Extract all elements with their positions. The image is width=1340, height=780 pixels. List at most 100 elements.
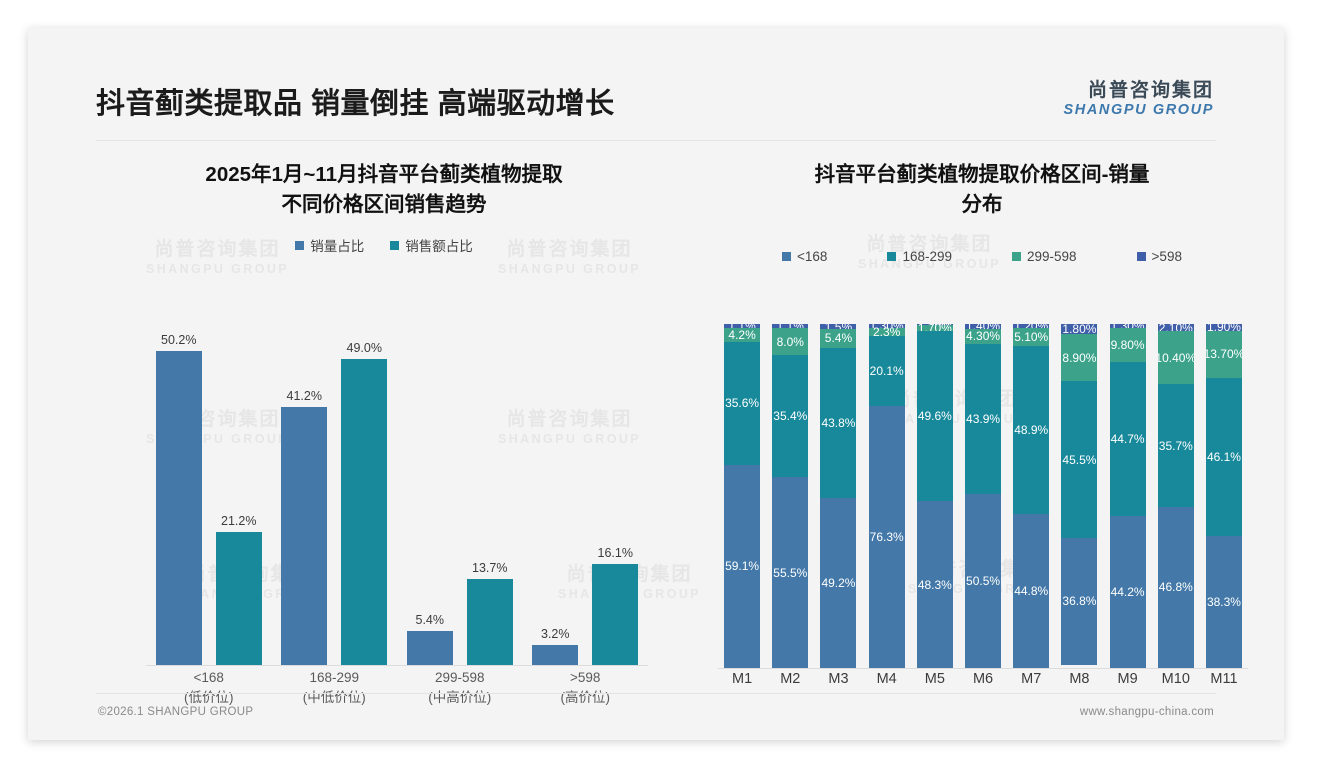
stack-segment[interactable]: 45.5% [1061, 381, 1098, 538]
stack-segment[interactable]: 44.7% [1109, 362, 1146, 516]
legend-item[interactable]: 299-598 [1012, 249, 1077, 264]
stack-segment[interactable]: 1.40% [965, 324, 1002, 333]
stack-segment[interactable]: 46.1% [1205, 377, 1242, 537]
stack-segment[interactable]: 8.90% [1061, 333, 1098, 382]
footer-copyright: ©2026.1 SHANGPU GROUP [98, 706, 254, 718]
stack-segment[interactable]: 1.90% [1205, 324, 1242, 334]
segment-value-label: 48.9% [1014, 422, 1049, 437]
bar-rect[interactable] [215, 532, 262, 665]
legend-label: <168 [797, 249, 828, 265]
segment-value-label: 2.3% [872, 325, 901, 340]
segment-value-label: 1.5% [825, 324, 852, 334]
stack-segment[interactable]: 4.30% [965, 328, 1002, 344]
segment-value-label: 43.8% [821, 416, 856, 431]
x-axis-line [146, 665, 648, 666]
stack-segment[interactable]: 48.3% [916, 501, 953, 668]
stack-segment[interactable]: 43.8% [820, 347, 857, 499]
stacked-bar-column: 2.10% 10.40% 35.7% 46.8% [1152, 324, 1200, 668]
stacked-bar[interactable]: 1.30%2.3%20.1%76.3% [868, 324, 905, 668]
segment-value-label: 5.10% [1014, 329, 1049, 344]
stack-segment[interactable]: 9.80% [1109, 328, 1146, 363]
bar-item[interactable]: 49.0% [341, 321, 388, 665]
left-chart-panel: 2025年1月~11月抖音平台蓟类植物提取 不同价格区间销售趋势 销量占比 销售… [84, 146, 684, 706]
stacked-bar[interactable]: 1.1%4.2%35.6%59.1% [724, 324, 761, 668]
segment-value-label: 45.5% [1062, 452, 1097, 467]
stacked-bar[interactable]: 1.5%5.4% 43.8% 49.2% [820, 324, 857, 668]
bar-item[interactable]: 50.2% [155, 321, 202, 665]
bar-item[interactable]: 16.1% [592, 321, 639, 665]
stack-segment[interactable]: 36.8% [1061, 537, 1098, 665]
bar-group: 50.2% 21.2% [146, 321, 272, 665]
x-axis-category-label: <168 (低价位) [184, 670, 234, 705]
stacked-bar[interactable]: 1.1%8.0%35.4%55.5% [772, 324, 809, 668]
stack-segment[interactable]: 44.8% [1013, 513, 1050, 668]
legend-item[interactable]: 销售额占比 [390, 235, 473, 255]
bar-rect[interactable] [155, 351, 202, 665]
stack-segment[interactable]: 76.3% [868, 405, 905, 668]
stack-segment[interactable]: 44.2% [1109, 515, 1146, 668]
bar-item[interactable]: 13.7% [466, 321, 513, 665]
segment-value-label: 46.8% [1158, 580, 1193, 595]
bar-rect[interactable] [532, 645, 579, 665]
legend-swatch-icon [1136, 252, 1146, 262]
segment-value-label: 44.8% [1014, 583, 1049, 598]
grouped-bar-chart: 50.2% 21.2% 41.2% 49.0% 5.4% 13.7% 3.2% 16.1% <… [106, 321, 662, 705]
stack-segment[interactable]: 10.40% [1157, 331, 1194, 385]
stacked-bar[interactable]: 1.30%1.70%49.6%48.3% [916, 324, 953, 668]
stack-segment[interactable]: 1.80% [1061, 324, 1098, 336]
bar-item[interactable]: 41.2% [281, 321, 328, 665]
footer-divider [96, 693, 1216, 694]
stack-segment[interactable]: 35.6% [724, 342, 761, 465]
legend-swatch-icon [887, 252, 897, 262]
legend-item[interactable]: >598 [1136, 249, 1182, 264]
bar-item[interactable]: 5.4% [406, 321, 453, 665]
stack-segment[interactable]: 8.0% [772, 327, 809, 356]
stacked-bar[interactable]: 1.40%4.30% 43.9% 50.5% [965, 324, 1002, 668]
bar-rect[interactable] [341, 358, 388, 665]
stacked-bar[interactable]: 1.30%9.80%44.7%44.2% [1109, 324, 1146, 668]
legend-label: 销量占比 [310, 239, 365, 255]
stack-segment[interactable]: 49.6% [916, 330, 953, 502]
legend-swatch-icon [782, 252, 792, 262]
stack-segment[interactable]: 55.5% [772, 477, 809, 668]
bar-item[interactable]: 3.2% [532, 321, 579, 665]
stack-segment[interactable]: 35.7% [1157, 384, 1194, 507]
stack-segment[interactable]: 20.1% [868, 336, 905, 406]
legend-label: 168-299 [902, 249, 952, 265]
stack-segment[interactable]: 50.5% [965, 494, 1002, 668]
right-chart-panel: 抖音平台蓟类植物提取价格区间-销量 分布 <168 168-299 299-59… [696, 146, 1268, 706]
legend-label: 销售额占比 [405, 239, 473, 255]
bar-item[interactable]: 21.2% [215, 321, 262, 665]
segment-value-label: 59.1% [725, 559, 760, 574]
stack-segment[interactable]: 49.2% [820, 498, 857, 668]
segment-value-label: 8.0% [776, 334, 804, 349]
bar-rect[interactable] [406, 631, 453, 665]
stack-segment[interactable]: 43.9% [965, 343, 1002, 495]
stacked-bar[interactable]: 1.80% 8.90% 45.5% 36.8% [1061, 324, 1098, 668]
segment-value-label: 48.3% [917, 577, 952, 592]
stacked-bar[interactable]: 2.10% 10.40% 35.7% 46.8% [1157, 324, 1194, 668]
stacked-bar[interactable]: 1.90% 13.70% 46.1% 38.3% [1205, 324, 1242, 668]
stack-segment[interactable]: 4.2% [724, 327, 761, 343]
bar-rect[interactable] [592, 564, 639, 665]
legend-item[interactable]: <168 [782, 249, 827, 264]
segment-value-label: 8.90% [1062, 350, 1097, 365]
stack-segment[interactable]: 5.4% [820, 329, 857, 348]
stack-segment[interactable]: 2.10% [1157, 324, 1194, 335]
stack-segment[interactable]: 48.9% [1013, 345, 1050, 514]
stacked-bar[interactable]: 1.20%5.10%48.9%44.8% [1013, 324, 1050, 668]
bar-rect[interactable] [281, 407, 328, 665]
stack-segment[interactable]: 59.1% [724, 464, 761, 668]
legend-item[interactable]: 销量占比 [295, 235, 364, 255]
stack-segment[interactable]: 5.10% [1013, 328, 1050, 346]
stack-segment[interactable]: 35.4% [772, 355, 809, 478]
stack-segment[interactable]: 38.3% [1205, 536, 1242, 668]
stack-segment[interactable]: 1.70% [916, 324, 953, 335]
stack-segment[interactable]: 13.70% [1205, 330, 1242, 378]
stack-segment[interactable]: 2.3% [868, 325, 905, 340]
legend-swatch-icon [390, 240, 400, 250]
stack-segment[interactable]: 1.5% [820, 324, 857, 334]
stack-segment[interactable]: 46.8% [1157, 506, 1194, 668]
bar-rect[interactable] [466, 579, 513, 665]
legend-item[interactable]: 168-299 [887, 249, 952, 264]
